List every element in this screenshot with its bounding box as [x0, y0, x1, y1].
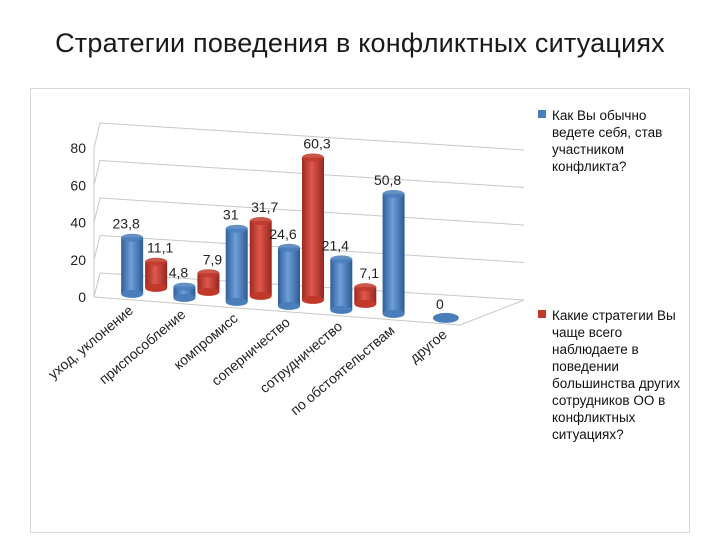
- data-label: 7,1: [360, 265, 380, 281]
- gridline-side: [93, 235, 101, 260]
- bar-top: [330, 255, 353, 264]
- bar-top: [302, 153, 324, 162]
- data-label: 60,3: [303, 135, 330, 151]
- bar-top: [145, 257, 168, 266]
- bar-base: [225, 297, 248, 306]
- legend-label-series-2: Какие стратегии Вы чаще всего наблюдаете…: [552, 308, 681, 442]
- bar-base: [121, 289, 144, 298]
- bar-base: [330, 305, 353, 314]
- y-tick-label: 60: [70, 177, 86, 193]
- bar: [302, 157, 324, 300]
- data-label: 7,9: [203, 251, 223, 267]
- x-tick-label: по обстоятельствам: [287, 322, 397, 418]
- bar-base: [382, 309, 405, 318]
- legend-swatch-red: [538, 310, 546, 318]
- gridline-side: [93, 272, 101, 298]
- bar: [278, 247, 300, 306]
- bar: [382, 193, 405, 314]
- bar: [173, 286, 196, 298]
- bar-top: [249, 217, 272, 226]
- bar-zero: [432, 312, 459, 323]
- bar: [121, 237, 144, 294]
- legend-label-series-1: Как Вы обычно ведете себя, став участник…: [552, 108, 663, 174]
- data-label: 31: [223, 207, 239, 223]
- bar-top: [121, 233, 144, 242]
- data-label: 24,6: [269, 226, 296, 242]
- bar: [145, 261, 168, 288]
- bar-base: [278, 301, 300, 310]
- bar-base: [145, 283, 168, 292]
- data-label: 23,8: [113, 216, 140, 232]
- bar: [330, 259, 353, 310]
- bar-top: [354, 283, 377, 292]
- bar: [249, 221, 272, 296]
- data-label: 21,4: [322, 237, 349, 253]
- y-tick-label: 40: [70, 215, 86, 231]
- bar-top: [225, 224, 248, 233]
- bar-base: [302, 295, 324, 304]
- y-tick-label: 0: [78, 289, 86, 305]
- data-label: 31,7: [251, 199, 278, 215]
- bar-base: [249, 291, 272, 300]
- bar-top: [173, 282, 196, 291]
- y-tick-label: 20: [70, 252, 86, 268]
- bar: [225, 228, 248, 302]
- gridline: [99, 122, 525, 151]
- bar: [197, 273, 220, 292]
- y-tick-label: 80: [70, 140, 86, 156]
- data-label: 11,1: [147, 240, 173, 256]
- floor-right-edge: [459, 299, 525, 326]
- slide-title: Стратегии поведения в конфликтных ситуац…: [55, 28, 665, 58]
- bar-top: [197, 269, 220, 278]
- legend-swatch-blue: [538, 110, 546, 118]
- x-tick-label: другое: [406, 326, 450, 366]
- gridline-side: [93, 160, 101, 186]
- floor-front-edge: [93, 296, 461, 326]
- data-label: 50,8: [374, 172, 401, 188]
- bar-top: [382, 189, 405, 198]
- bar-base: [197, 287, 220, 296]
- bar-top: [278, 243, 300, 252]
- bar: [354, 287, 377, 304]
- chart-frame: [30, 88, 690, 533]
- bar-base: [173, 293, 196, 302]
- gridline-side: [93, 122, 101, 149]
- data-label: 4,8: [169, 265, 189, 281]
- data-label: 0: [436, 296, 444, 312]
- bar-base: [354, 299, 377, 308]
- gridline-side: [93, 197, 101, 223]
